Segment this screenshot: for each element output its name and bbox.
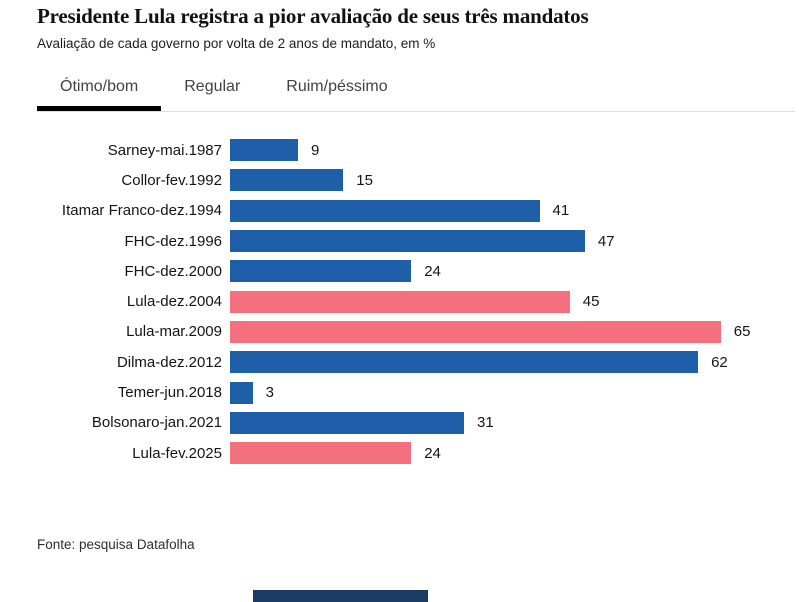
bottom-cutoff-bar (253, 590, 428, 602)
bar (230, 169, 344, 192)
value-label: 31 (477, 414, 494, 432)
bar (230, 320, 721, 343)
bar (230, 230, 585, 253)
value-label: 47 (597, 232, 615, 250)
bar (230, 411, 465, 434)
chart-subtitle: Avaliação de cada governo por volta de 2… (37, 36, 436, 51)
chart-row: Collor-fev.1992 15 (0, 165, 799, 195)
bar-chart: Sarney-mai.1987 9 Collor-fev.1992 15 Itamar … (0, 135, 799, 468)
bar (230, 381, 253, 404)
value-label: 62 (711, 353, 728, 371)
chart-row: Dilma-dez.2012 62 (0, 347, 799, 377)
chart-row: Lula-dez.2004 45 (0, 286, 799, 316)
value-label: 65 (733, 323, 751, 341)
bar (230, 290, 570, 313)
chart-row: Lula-fev.2025 24 (0, 438, 799, 468)
category-label: Bolsonaro-jan.2021 (91, 414, 222, 432)
chart-row: Temer-jun.2018 3 (0, 377, 799, 407)
category-label: Lula-mar.2009 (126, 323, 222, 341)
category-label: Collor-fev.1992 (121, 171, 222, 189)
value-label: 15 (356, 171, 373, 189)
value-label: 24 (424, 444, 441, 462)
category-label: Sarney-mai.1987 (107, 141, 222, 159)
bar (230, 351, 699, 374)
page-title: Presidente Lula registra a pior avaliaçã… (37, 4, 589, 28)
category-label: FHC-dez.2000 (124, 262, 222, 280)
chart-row: Sarney-mai.1987 9 (0, 135, 799, 165)
category-label: Lula-fev.2025 (132, 444, 222, 462)
source-note: Fonte: pesquisa Datafolha (37, 537, 195, 552)
tab-bar: Ótimo/bom Regular Ruim/péssimo (37, 70, 795, 112)
tab-ruim-pessimo[interactable]: Ruim/péssimo (286, 78, 388, 95)
category-label: Temer-jun.2018 (117, 384, 222, 402)
value-label: 3 (265, 384, 274, 402)
chart-row: FHC-dez.1996 47 (0, 226, 799, 256)
tab-regular[interactable]: Regular (184, 78, 241, 95)
bar (230, 139, 298, 162)
category-label: Itamar Franco-dez.1994 (61, 202, 222, 220)
bar (230, 199, 540, 222)
category-label: FHC-dez.1996 (124, 232, 222, 250)
category-label: Lula-dez.2004 (126, 293, 222, 311)
chart-row: Lula-mar.2009 65 (0, 317, 799, 347)
chart-row: Bolsonaro-jan.2021 31 (0, 408, 799, 438)
value-label: 24 (424, 262, 441, 280)
bar (230, 442, 412, 465)
value-label: 9 (310, 141, 320, 159)
bar (230, 260, 412, 283)
category-label: Dilma-dez.2012 (116, 353, 222, 371)
value-label: 45 (582, 293, 600, 311)
chart-row: Itamar Franco-dez.1994 41 (0, 196, 799, 226)
tab-otimo-bom[interactable]: Ótimo/bom (37, 70, 161, 111)
chart-row: FHC-dez.2000 24 (0, 256, 799, 286)
value-label: 41 (552, 202, 570, 220)
